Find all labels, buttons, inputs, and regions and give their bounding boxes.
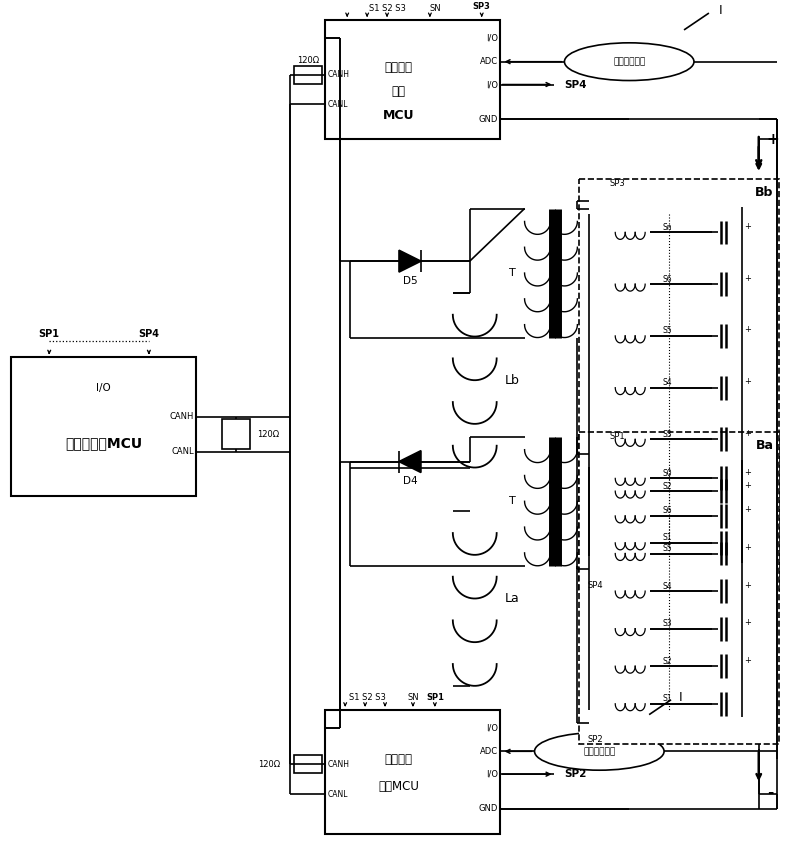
Text: 芯片MCU: 芯片MCU [378, 780, 419, 793]
Polygon shape [399, 451, 421, 473]
Text: +: + [744, 429, 751, 438]
Text: T: T [510, 496, 516, 507]
Text: 总主控芯片MCU: 总主控芯片MCU [65, 436, 142, 451]
Text: S3: S3 [662, 619, 672, 628]
Text: CANL: CANL [327, 789, 348, 799]
Bar [294, 66, 322, 84]
Text: ADC: ADC [479, 747, 498, 756]
Text: SP1: SP1 [610, 432, 625, 441]
Text: +: + [744, 222, 751, 231]
Text: CANH: CANH [170, 412, 194, 422]
Text: 120Ω: 120Ω [258, 429, 280, 439]
Text: +: + [744, 506, 751, 514]
Bar [579, 432, 778, 745]
Text: S0: S0 [662, 469, 672, 478]
Text: +: + [766, 131, 779, 147]
Text: SP4: SP4 [587, 581, 603, 590]
Text: +: + [744, 481, 751, 490]
Text: S3: S3 [662, 430, 672, 439]
Text: GND: GND [478, 114, 498, 124]
Text: CANL: CANL [171, 447, 194, 457]
Text: S1 S2 S3: S1 S2 S3 [369, 3, 406, 13]
Text: ADC: ADC [479, 58, 498, 66]
Text: +: + [744, 581, 751, 590]
Text: I/O: I/O [486, 80, 498, 89]
Text: S2: S2 [662, 656, 671, 666]
Text: S5: S5 [662, 326, 672, 335]
Bar [326, 710, 500, 833]
Text: +: + [744, 377, 751, 386]
Text: D5: D5 [402, 276, 418, 286]
Text: SP3: SP3 [473, 2, 490, 11]
Text: I: I [719, 3, 722, 17]
Text: S4: S4 [662, 379, 672, 387]
Text: 第二主控: 第二主控 [385, 61, 413, 75]
Text: SN: SN [407, 693, 418, 702]
Text: 120Ω: 120Ω [258, 760, 280, 769]
Text: CANL: CANL [327, 100, 348, 109]
Text: Bb: Bb [755, 186, 774, 199]
Bar [11, 357, 196, 496]
Text: MCU: MCU [382, 108, 414, 122]
Text: SP2: SP2 [565, 769, 587, 779]
Text: +: + [744, 325, 751, 335]
Text: S5: S5 [662, 544, 672, 553]
Text: SP2: SP2 [587, 735, 603, 744]
Text: SP4: SP4 [138, 329, 159, 339]
Text: Sn: Sn [662, 223, 672, 232]
Text: GND: GND [478, 805, 498, 813]
Text: +: + [744, 274, 751, 283]
Text: +: + [744, 656, 751, 665]
Text: S6: S6 [662, 507, 672, 516]
Text: SP4: SP4 [565, 80, 587, 90]
Text: 芯片: 芯片 [391, 85, 406, 98]
Text: SP1: SP1 [426, 693, 444, 702]
Text: SN: SN [429, 3, 441, 13]
Text: S1 S2 S3: S1 S2 S3 [349, 693, 386, 702]
Text: S1: S1 [662, 534, 671, 542]
Text: SP3: SP3 [610, 180, 625, 188]
Text: I/O: I/O [486, 770, 498, 778]
Text: T: T [510, 268, 516, 278]
Text: I/O: I/O [486, 33, 498, 42]
Text: Ba: Ba [756, 440, 774, 452]
Text: +: + [744, 543, 751, 552]
Text: I: I [679, 691, 682, 704]
Text: 采样处理电路: 采样处理电路 [613, 58, 646, 66]
Text: I/O: I/O [486, 723, 498, 732]
Text: S6: S6 [662, 274, 672, 284]
Text: I/O: I/O [96, 383, 111, 393]
Polygon shape [399, 250, 421, 272]
Text: Lb: Lb [505, 374, 519, 387]
Text: 采样处理电路: 采样处理电路 [583, 747, 615, 756]
Text: La: La [505, 592, 519, 605]
Text: SP1: SP1 [38, 329, 60, 339]
Text: D4: D4 [402, 476, 418, 486]
Text: -: - [766, 784, 773, 800]
Bar [222, 419, 250, 449]
Bar [294, 756, 322, 773]
Text: +: + [744, 468, 751, 477]
Text: S2: S2 [662, 482, 671, 490]
Text: 120Ω: 120Ω [297, 56, 319, 65]
Text: CANH: CANH [327, 760, 350, 769]
Bar [579, 179, 778, 590]
Text: S4: S4 [662, 582, 672, 590]
Text: S1: S1 [662, 695, 671, 703]
Text: 第一主控: 第一主控 [385, 753, 413, 766]
Text: +: + [744, 618, 751, 627]
Text: CANH: CANH [327, 70, 350, 79]
Bar [326, 20, 500, 139]
